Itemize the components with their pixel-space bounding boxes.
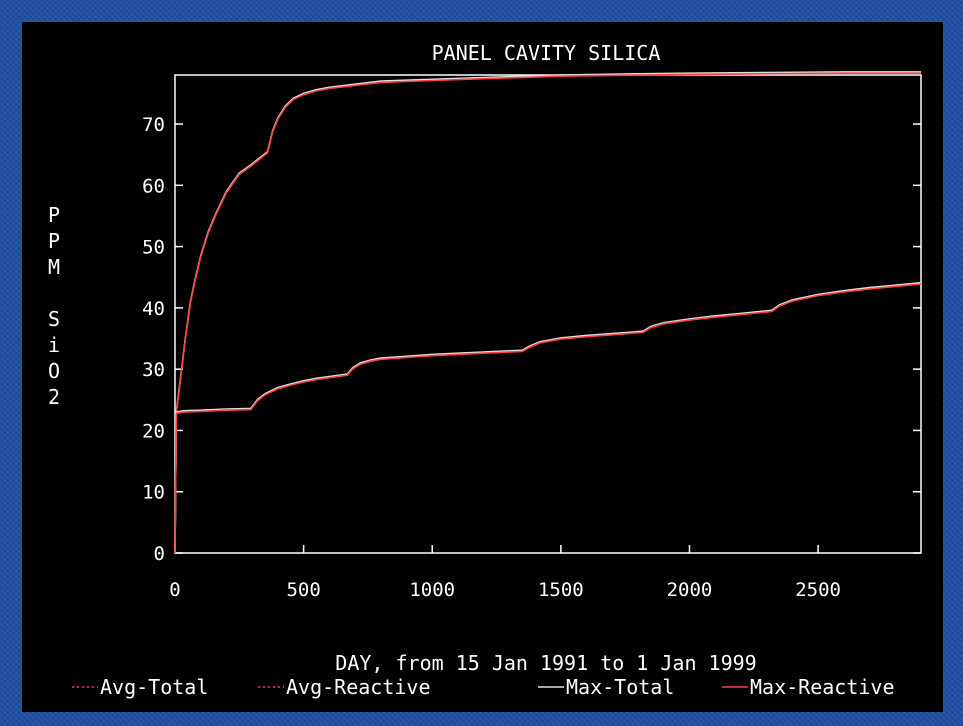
x-tick-label: 0 [169,579,180,601]
series-line-max-reactive [174,72,921,554]
series-lines [174,71,922,554]
series-line-max-total [174,71,921,554]
legend-label: Max-Total [566,675,674,699]
silica-chart: PANEL CAVITY SILICA 0 10 20 30 40 50 60 70 0 500… [48,41,922,699]
legend-label: Avg-Total [100,675,208,699]
series-line-lower-total [174,281,922,554]
chart-title: PANEL CAVITY SILICA [432,41,661,65]
y-label-letter: S [48,307,60,331]
x-tick-label: 1000 [409,579,455,601]
y-tick-label: 20 [142,420,165,442]
y-label-letter: 2 [48,385,60,409]
y-tick-label: 70 [142,114,165,136]
legend: Avg-Total Avg-Reactive Max-Total Max-Reacti… [72,675,895,699]
y-label-letter: P [48,229,60,253]
y-label-letter: i [48,333,60,357]
legend-label: Max-Reactive [750,675,895,699]
legend-label: Avg-Reactive [286,675,431,699]
y-tick-label: 50 [142,237,165,259]
y-label-letter: O [48,359,60,383]
plot-frame [174,74,922,554]
y-tick-label: 30 [142,359,165,381]
x-tick-label: 2000 [667,579,713,601]
y-axis-ticks: 0 10 20 30 40 50 60 70 [142,114,921,565]
x-tick-label: 2500 [795,579,841,601]
y-label-letter: P [48,203,60,227]
series-line-lower-reactive [174,283,922,554]
plot-screen: PANEL CAVITY SILICA 0 10 20 30 40 50 60 70 0 500… [22,22,943,712]
y-tick-label: 10 [142,482,165,504]
x-axis-label: DAY, from 15 Jan 1991 to 1 Jan 1999 [335,651,756,675]
x-axis-ticks: 0 500 1000 1500 2000 2500 [169,545,841,601]
x-tick-label: 500 [286,579,320,601]
y-tick-label: 60 [142,175,165,197]
y-tick-label: 40 [142,298,165,320]
y-label-letter: M [48,255,60,279]
x-tick-label: 1500 [538,579,584,601]
y-tick-label: 0 [154,543,165,565]
